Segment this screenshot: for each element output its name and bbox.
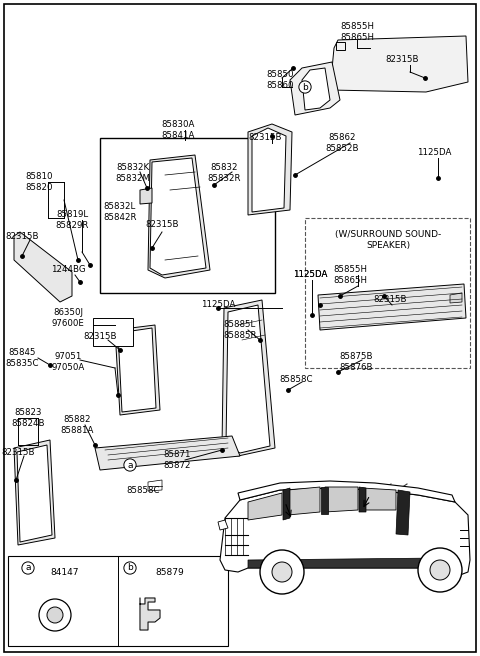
Polygon shape	[150, 158, 206, 275]
Text: 85832
85832R: 85832 85832R	[207, 163, 241, 183]
Polygon shape	[396, 490, 410, 535]
Text: b: b	[302, 83, 308, 91]
Polygon shape	[14, 440, 55, 545]
Polygon shape	[290, 62, 340, 115]
Polygon shape	[220, 488, 470, 575]
Polygon shape	[248, 124, 292, 215]
Text: b: b	[127, 564, 133, 573]
Polygon shape	[302, 68, 330, 110]
Text: 82315B: 82315B	[1, 448, 35, 457]
Text: 85832L
85842R: 85832L 85842R	[103, 202, 137, 222]
Polygon shape	[283, 488, 290, 520]
Text: 1125DA: 1125DA	[293, 270, 327, 279]
Text: 1125DA: 1125DA	[201, 300, 235, 309]
Circle shape	[272, 562, 292, 582]
Text: 84147: 84147	[51, 568, 79, 577]
Text: (W/SURROUND SOUND-
SPEAKER): (W/SURROUND SOUND- SPEAKER)	[335, 230, 441, 250]
Polygon shape	[330, 36, 468, 92]
Polygon shape	[321, 487, 328, 514]
Polygon shape	[318, 284, 466, 330]
Text: 85819L
85829R: 85819L 85829R	[55, 210, 89, 230]
Text: 85858C: 85858C	[126, 486, 160, 495]
Text: 85858C: 85858C	[279, 375, 313, 384]
Text: 85850
85860: 85850 85860	[266, 70, 294, 90]
Polygon shape	[325, 487, 358, 512]
Text: 82315B: 82315B	[83, 332, 117, 341]
Polygon shape	[17, 445, 52, 542]
Text: 82315B: 82315B	[373, 295, 407, 304]
Text: 85832K
85832M: 85832K 85832M	[116, 163, 151, 183]
Polygon shape	[248, 493, 282, 520]
Text: a: a	[127, 461, 133, 470]
Text: 85830A
85841A: 85830A 85841A	[161, 120, 195, 140]
Text: 85871
85872: 85871 85872	[163, 450, 191, 470]
Polygon shape	[95, 436, 240, 470]
Polygon shape	[238, 481, 455, 502]
Text: 85882
85881A: 85882 85881A	[60, 415, 94, 435]
Bar	[100, 138, 275, 293]
Text: 82315B: 82315B	[5, 232, 39, 241]
Text: 85810
85820: 85810 85820	[25, 172, 53, 192]
Text: 85845
85835C: 85845 85835C	[5, 348, 39, 368]
Bar	[8, 556, 228, 646]
Polygon shape	[248, 558, 440, 568]
Polygon shape	[288, 487, 320, 515]
Polygon shape	[14, 232, 72, 302]
Text: 85875B
85876B: 85875B 85876B	[339, 352, 373, 372]
Text: a: a	[25, 564, 31, 573]
Text: 85855H
85865H: 85855H 85865H	[333, 265, 367, 285]
Text: 1125DA: 1125DA	[417, 148, 451, 157]
Polygon shape	[222, 300, 275, 456]
Text: 85823
85824B: 85823 85824B	[11, 408, 45, 428]
Polygon shape	[140, 188, 152, 204]
Polygon shape	[218, 520, 228, 530]
Text: 1244BG: 1244BG	[51, 265, 85, 274]
Polygon shape	[450, 293, 462, 303]
Polygon shape	[252, 128, 286, 212]
Circle shape	[260, 550, 304, 594]
Text: 85855H
85865H: 85855H 85865H	[340, 22, 374, 42]
Text: 1125DA: 1125DA	[293, 270, 327, 279]
Polygon shape	[226, 305, 270, 453]
Text: 85862
85852B: 85862 85852B	[325, 133, 359, 153]
Circle shape	[39, 599, 71, 631]
Bar	[93, 318, 133, 346]
Text: 82315B: 82315B	[248, 133, 282, 142]
Circle shape	[430, 560, 450, 580]
Polygon shape	[148, 480, 162, 491]
Circle shape	[47, 607, 63, 623]
Bar	[305, 218, 470, 368]
Text: 82315B: 82315B	[385, 55, 419, 64]
Text: 86350J
97600E: 86350J 97600E	[51, 308, 84, 328]
Polygon shape	[148, 155, 210, 278]
Text: 85885L
85885R: 85885L 85885R	[223, 320, 257, 340]
Polygon shape	[362, 488, 396, 510]
Polygon shape	[118, 328, 156, 412]
Polygon shape	[336, 42, 345, 50]
Circle shape	[418, 548, 462, 592]
Polygon shape	[140, 598, 160, 630]
Polygon shape	[115, 325, 160, 415]
Text: 85879: 85879	[156, 568, 184, 577]
Polygon shape	[359, 487, 366, 512]
Text: 82315B: 82315B	[145, 220, 179, 229]
Text: 97051
97050A: 97051 97050A	[51, 352, 84, 372]
